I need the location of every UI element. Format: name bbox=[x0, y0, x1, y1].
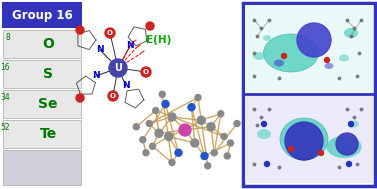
Text: Group 16: Group 16 bbox=[12, 9, 72, 22]
Circle shape bbox=[201, 153, 207, 159]
Ellipse shape bbox=[257, 129, 271, 139]
Circle shape bbox=[191, 139, 199, 147]
Circle shape bbox=[319, 150, 323, 156]
Ellipse shape bbox=[264, 34, 319, 72]
Text: 8: 8 bbox=[5, 33, 10, 42]
Ellipse shape bbox=[344, 28, 358, 38]
Bar bbox=[245, 96, 373, 183]
Circle shape bbox=[105, 28, 115, 38]
Text: N: N bbox=[96, 46, 104, 54]
Circle shape bbox=[153, 108, 159, 114]
Circle shape bbox=[141, 67, 151, 77]
Circle shape bbox=[201, 153, 208, 160]
Text: Se: Se bbox=[38, 97, 58, 111]
Circle shape bbox=[109, 59, 127, 77]
Circle shape bbox=[146, 22, 154, 30]
Ellipse shape bbox=[280, 118, 328, 160]
Text: N: N bbox=[92, 71, 100, 81]
Ellipse shape bbox=[325, 63, 334, 69]
Text: O: O bbox=[107, 30, 113, 36]
Circle shape bbox=[76, 26, 84, 34]
Circle shape bbox=[282, 53, 287, 59]
Circle shape bbox=[76, 94, 84, 102]
Ellipse shape bbox=[274, 60, 284, 67]
Circle shape bbox=[234, 121, 240, 126]
Circle shape bbox=[175, 149, 182, 156]
Circle shape bbox=[227, 140, 233, 146]
Circle shape bbox=[205, 163, 211, 169]
Circle shape bbox=[195, 94, 201, 101]
Text: E(H): E(H) bbox=[146, 35, 172, 45]
Bar bbox=[3, 90, 81, 118]
Circle shape bbox=[224, 153, 230, 159]
Bar bbox=[3, 120, 81, 148]
Text: U: U bbox=[114, 63, 122, 73]
Circle shape bbox=[336, 133, 358, 155]
Ellipse shape bbox=[263, 35, 271, 41]
Text: O: O bbox=[42, 37, 54, 51]
Circle shape bbox=[140, 137, 146, 143]
Bar bbox=[3, 60, 81, 88]
Circle shape bbox=[207, 123, 215, 131]
Circle shape bbox=[169, 160, 175, 166]
Text: S: S bbox=[43, 67, 53, 81]
Ellipse shape bbox=[339, 54, 349, 61]
Circle shape bbox=[133, 124, 139, 130]
Circle shape bbox=[108, 91, 118, 101]
Text: 34: 34 bbox=[0, 92, 10, 101]
Circle shape bbox=[297, 23, 331, 57]
Text: 52: 52 bbox=[0, 122, 10, 132]
Bar bbox=[243, 3, 375, 186]
Ellipse shape bbox=[253, 52, 265, 60]
Circle shape bbox=[150, 143, 155, 149]
Text: O: O bbox=[110, 93, 116, 99]
Circle shape bbox=[159, 91, 165, 97]
Circle shape bbox=[211, 150, 217, 156]
Circle shape bbox=[188, 104, 195, 111]
Circle shape bbox=[348, 122, 354, 126]
Circle shape bbox=[262, 122, 267, 126]
Circle shape bbox=[168, 113, 176, 121]
Ellipse shape bbox=[349, 121, 359, 128]
Text: 16: 16 bbox=[0, 63, 10, 71]
Text: Te: Te bbox=[39, 127, 57, 141]
Bar bbox=[2, 2, 82, 28]
Circle shape bbox=[221, 133, 227, 139]
Circle shape bbox=[346, 161, 351, 167]
Circle shape bbox=[188, 104, 195, 110]
Bar bbox=[3, 150, 81, 185]
Circle shape bbox=[155, 129, 163, 137]
Circle shape bbox=[265, 161, 270, 167]
Circle shape bbox=[325, 57, 329, 63]
Circle shape bbox=[218, 111, 224, 117]
Circle shape bbox=[162, 101, 169, 107]
Circle shape bbox=[197, 116, 205, 124]
Text: N: N bbox=[122, 81, 130, 91]
Circle shape bbox=[288, 146, 294, 152]
Circle shape bbox=[165, 132, 173, 140]
Circle shape bbox=[146, 121, 152, 126]
Bar bbox=[245, 5, 373, 94]
Circle shape bbox=[162, 101, 169, 108]
Circle shape bbox=[179, 124, 191, 136]
Ellipse shape bbox=[326, 136, 362, 158]
Text: O: O bbox=[143, 69, 149, 75]
Bar bbox=[3, 30, 81, 58]
Circle shape bbox=[143, 150, 149, 156]
Circle shape bbox=[176, 150, 181, 156]
Text: N: N bbox=[126, 42, 134, 50]
Circle shape bbox=[285, 122, 323, 160]
